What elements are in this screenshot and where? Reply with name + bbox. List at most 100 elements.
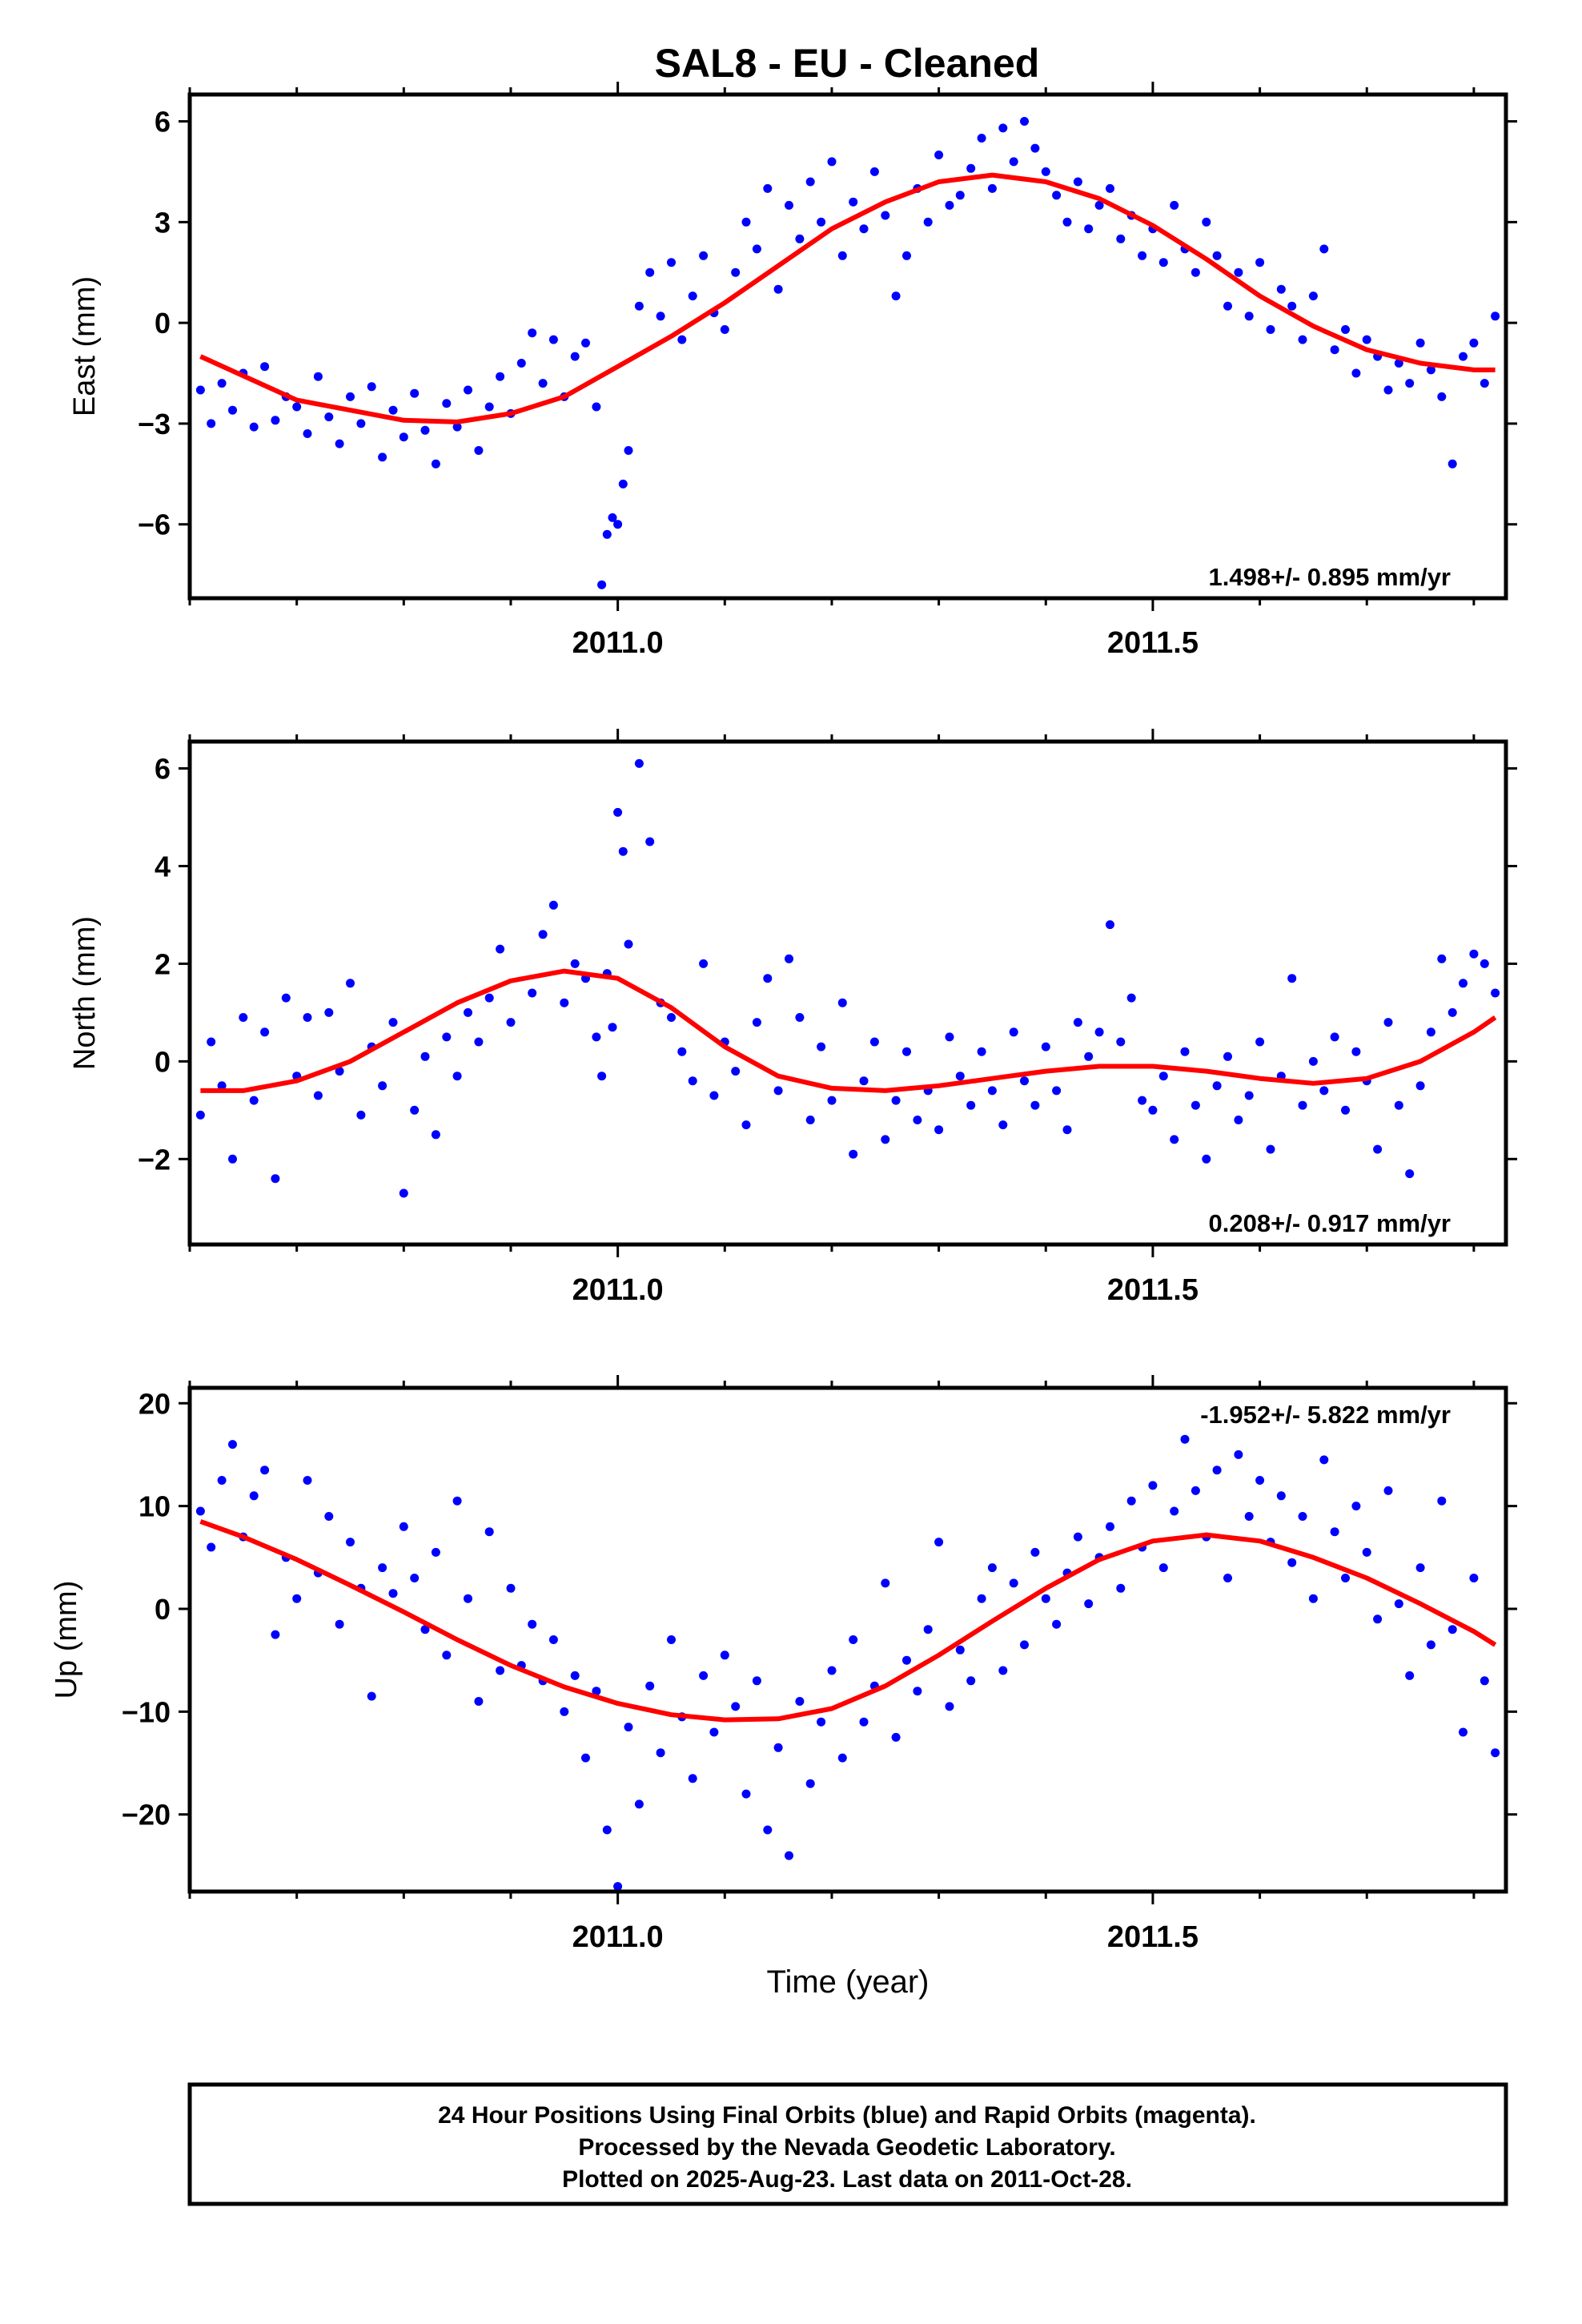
up-point (1319, 1455, 1329, 1465)
up-point (1106, 1522, 1114, 1531)
north-point (1351, 1047, 1361, 1056)
east-point (356, 419, 366, 428)
up-point (1287, 1558, 1297, 1567)
up-point (881, 1578, 890, 1588)
east-point (934, 151, 944, 159)
up-point (1223, 1574, 1232, 1582)
north-point (1373, 1144, 1383, 1154)
up-point (667, 1635, 676, 1644)
north-point (388, 1018, 398, 1027)
east-point (249, 422, 259, 432)
north-point (1094, 1027, 1104, 1037)
up-point (464, 1594, 472, 1603)
north-point (966, 1100, 976, 1110)
east-point (1073, 177, 1082, 187)
east-point (1158, 258, 1168, 267)
up-point (1244, 1512, 1254, 1521)
east-fit-line (199, 172, 1496, 424)
up-point (645, 1681, 655, 1691)
footer-line-3: Plotted on 2025-Aug-23. Last data on 201… (562, 2166, 1132, 2193)
up-point (260, 1466, 270, 1475)
up-point (849, 1635, 858, 1644)
up-point (1030, 1547, 1040, 1557)
north-point (324, 1007, 334, 1017)
up-point (249, 1491, 259, 1501)
north-point (452, 1072, 462, 1081)
north-point (1126, 993, 1136, 1003)
up-points (195, 1434, 1500, 1892)
x-axis-label: Time (year) (767, 1964, 930, 2000)
east-point (1094, 200, 1104, 210)
north-point (420, 1051, 430, 1061)
east-point (891, 292, 901, 301)
north-point (741, 1120, 751, 1130)
up-x-tick-label: 2011.5 (1107, 1920, 1199, 1954)
north-point (1062, 1125, 1072, 1135)
east-y-axis-label: East (mm) (68, 276, 102, 416)
up-point (324, 1512, 334, 1521)
east-frame (187, 92, 1508, 601)
up-point (805, 1779, 815, 1788)
up-point (913, 1687, 922, 1696)
up-point (581, 1753, 590, 1763)
east-point (987, 183, 997, 193)
north-point (837, 998, 847, 1007)
north-x-tick-label: 2011.5 (1107, 1273, 1199, 1307)
east-point (1459, 352, 1468, 361)
east-rate-label: 1.498+/- 0.895 mm/yr (1209, 563, 1451, 591)
north-y-tick-label: −2 (138, 1143, 171, 1176)
north-point (688, 1076, 697, 1086)
north-point (1491, 988, 1500, 998)
north-point (1180, 1047, 1190, 1056)
up-point (859, 1717, 869, 1727)
east-point (597, 580, 607, 589)
up-point (388, 1589, 398, 1598)
east-point (699, 251, 709, 260)
up-point (731, 1702, 741, 1711)
east-point (849, 197, 858, 207)
north-point (817, 1042, 826, 1051)
east-point (785, 200, 793, 210)
north-point (399, 1188, 408, 1198)
east-point (688, 292, 697, 301)
north-point (677, 1047, 687, 1056)
north-point (869, 1037, 879, 1047)
north-point (1234, 1116, 1243, 1124)
east-point (966, 163, 976, 173)
north-point (618, 846, 628, 856)
up-point (1041, 1594, 1050, 1603)
north-point (1255, 1037, 1265, 1047)
north-point (548, 900, 558, 910)
east-point (998, 123, 1008, 133)
up-point (741, 1789, 751, 1799)
up-point (1116, 1583, 1126, 1593)
north-point (945, 1032, 954, 1042)
east-point (752, 244, 761, 254)
up-point (1383, 1486, 1393, 1495)
east-point (1106, 183, 1114, 193)
north-point (1138, 1096, 1147, 1105)
east-point (613, 520, 623, 529)
east-point (570, 352, 580, 361)
panel-3: 2011.0 2011.5 20 10 0 −10 −20 Up (mm) -1.952+/- … (50, 1375, 1517, 2000)
east-point (1351, 368, 1361, 378)
east-point (1170, 200, 1179, 210)
east-point (945, 200, 954, 210)
north-point (1341, 1105, 1350, 1115)
up-point (1415, 1563, 1425, 1573)
east-y-tick-label: 3 (155, 206, 171, 239)
east-point (464, 385, 472, 395)
north-point (1170, 1135, 1179, 1144)
east-point (420, 425, 430, 435)
east-point (1030, 143, 1040, 153)
east-point (1223, 301, 1232, 311)
east-point (538, 379, 548, 388)
north-points (195, 758, 1500, 1198)
east-point (1191, 267, 1200, 277)
up-point (1170, 1506, 1179, 1516)
east-point (1426, 365, 1435, 375)
north-point (1244, 1091, 1254, 1100)
east-point (1084, 224, 1094, 234)
up-point (1298, 1512, 1307, 1521)
